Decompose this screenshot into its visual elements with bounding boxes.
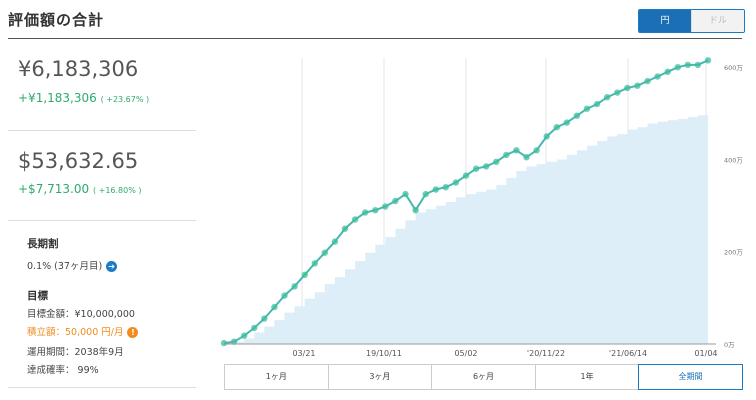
- currency-yen-button[interactable]: 円: [639, 10, 691, 32]
- x-tick-label: '20/11/22: [527, 349, 565, 358]
- usd-gain-pct: ( +16.80% ): [92, 186, 142, 195]
- x-tick-label: 19/10/11: [366, 349, 402, 358]
- data-point: [271, 303, 278, 311]
- range-button-1[interactable]: 3ヶ月: [327, 364, 433, 390]
- range-button-2[interactable]: 6ヶ月: [431, 364, 536, 390]
- y-tick-label: 400万: [724, 156, 743, 164]
- header-divider: [8, 38, 742, 39]
- currency-usd-button[interactable]: ドル: [691, 10, 744, 32]
- goal-target: 目標金額：¥10,000,000: [27, 309, 135, 320]
- data-point: [230, 338, 238, 345]
- data-point: [614, 89, 621, 96]
- data-point: [281, 292, 288, 299]
- data-point: [513, 147, 520, 154]
- data-point: [483, 163, 490, 170]
- data-point: [311, 260, 318, 267]
- range-button-0[interactable]: 1ヶ月: [224, 364, 329, 390]
- range-button-4[interactable]: 全期間: [638, 364, 743, 390]
- data-point: [291, 283, 298, 290]
- x-tick-label: 05/02: [454, 349, 477, 358]
- currency-toggle[interactable]: 円 ドル: [638, 9, 745, 33]
- usd-gain-amount: +$7,713.00: [18, 182, 90, 196]
- data-point: [634, 82, 641, 89]
- yen-gain-amount: +¥1,183,306: [18, 91, 97, 105]
- long-term-value: 0.1% (37ヶ月目) ➔: [27, 258, 118, 272]
- data-point: [593, 100, 601, 108]
- divider: [8, 387, 196, 388]
- data-point: [674, 64, 681, 71]
- data-point: [432, 186, 439, 193]
- data-point: [533, 147, 540, 154]
- data-point: [301, 271, 308, 278]
- data-point: [472, 165, 480, 172]
- long-term-rate: 0.1% (37ヶ月目): [27, 261, 103, 272]
- data-point: [372, 207, 379, 214]
- x-tick-label: 03/21: [292, 349, 315, 358]
- data-point: [382, 203, 389, 210]
- data-point: [573, 112, 581, 119]
- data-point: [341, 225, 349, 232]
- data-point: [523, 154, 530, 161]
- data-point: [694, 61, 702, 69]
- data-point: [553, 124, 560, 131]
- goal-probability: 達成確率： 99%: [27, 365, 99, 376]
- usd-gain: +$7,713.00 ( +16.80% ): [18, 182, 142, 196]
- data-point: [644, 77, 651, 85]
- data-point: [604, 94, 611, 101]
- data-point: [503, 151, 510, 159]
- data-point: [412, 207, 419, 214]
- header: 評価額の合計 円 ドル: [0, 0, 756, 38]
- goal-contribution-text: 積立額：50,000 円/月: [27, 327, 124, 338]
- x-tick-label: 01/04: [694, 349, 717, 358]
- goal-period: 運用期間：2038年9月: [27, 347, 124, 358]
- goal-label: 目標: [27, 290, 48, 302]
- data-point: [331, 238, 339, 245]
- arrow-right-icon[interactable]: ➔: [106, 261, 118, 272]
- warning-icon[interactable]: !: [127, 327, 139, 338]
- divider: [8, 130, 196, 131]
- data-point: [452, 179, 460, 186]
- goal-contribution: 積立額：50,000 円/月!: [27, 324, 139, 338]
- usd-total-value: $53,632.65: [18, 149, 139, 173]
- contribution-area: [224, 113, 708, 345]
- y-tick-label: 600万: [724, 64, 743, 72]
- page-title: 評価額の合計: [8, 11, 105, 29]
- range-selector: 1ヶ月 3ヶ月 6ヶ月 1年 全期間: [224, 364, 743, 390]
- yen-gain-pct: ( +23.67% ): [100, 95, 150, 104]
- data-point: [362, 209, 369, 216]
- y-tick-label: 200万: [724, 249, 743, 257]
- data-point: [392, 197, 399, 205]
- data-point: [543, 133, 550, 140]
- valuation-chart: 03/21 19/10/11 05/02 '20/11/22 '21/06/14 01/0…: [220, 57, 743, 358]
- data-point: [220, 339, 228, 347]
- data-point: [563, 119, 570, 126]
- y-tick-label: 0万: [724, 341, 735, 349]
- data-point: [251, 324, 258, 332]
- data-point: [654, 73, 661, 80]
- data-point: [241, 332, 248, 339]
- data-point: [704, 57, 712, 64]
- data-point: [422, 190, 429, 198]
- data-point: [442, 184, 449, 191]
- divider: [8, 220, 196, 221]
- yen-total-value: ¥6,183,306: [18, 57, 139, 81]
- data-point: [664, 68, 671, 75]
- data-point: [351, 216, 359, 223]
- data-point: [261, 315, 268, 322]
- range-button-3[interactable]: 1年: [534, 364, 640, 390]
- data-point: [583, 105, 591, 112]
- data-point: [493, 158, 500, 165]
- yen-gain: +¥1,183,306 ( +23.67% ): [18, 91, 149, 105]
- long-term-label: 長期割: [27, 238, 59, 250]
- data-point: [624, 84, 631, 92]
- data-point: [684, 61, 691, 69]
- data-point: [462, 172, 470, 179]
- data-point: [402, 190, 409, 198]
- data-point: [321, 249, 328, 256]
- x-tick-label: '21/06/14: [609, 349, 647, 358]
